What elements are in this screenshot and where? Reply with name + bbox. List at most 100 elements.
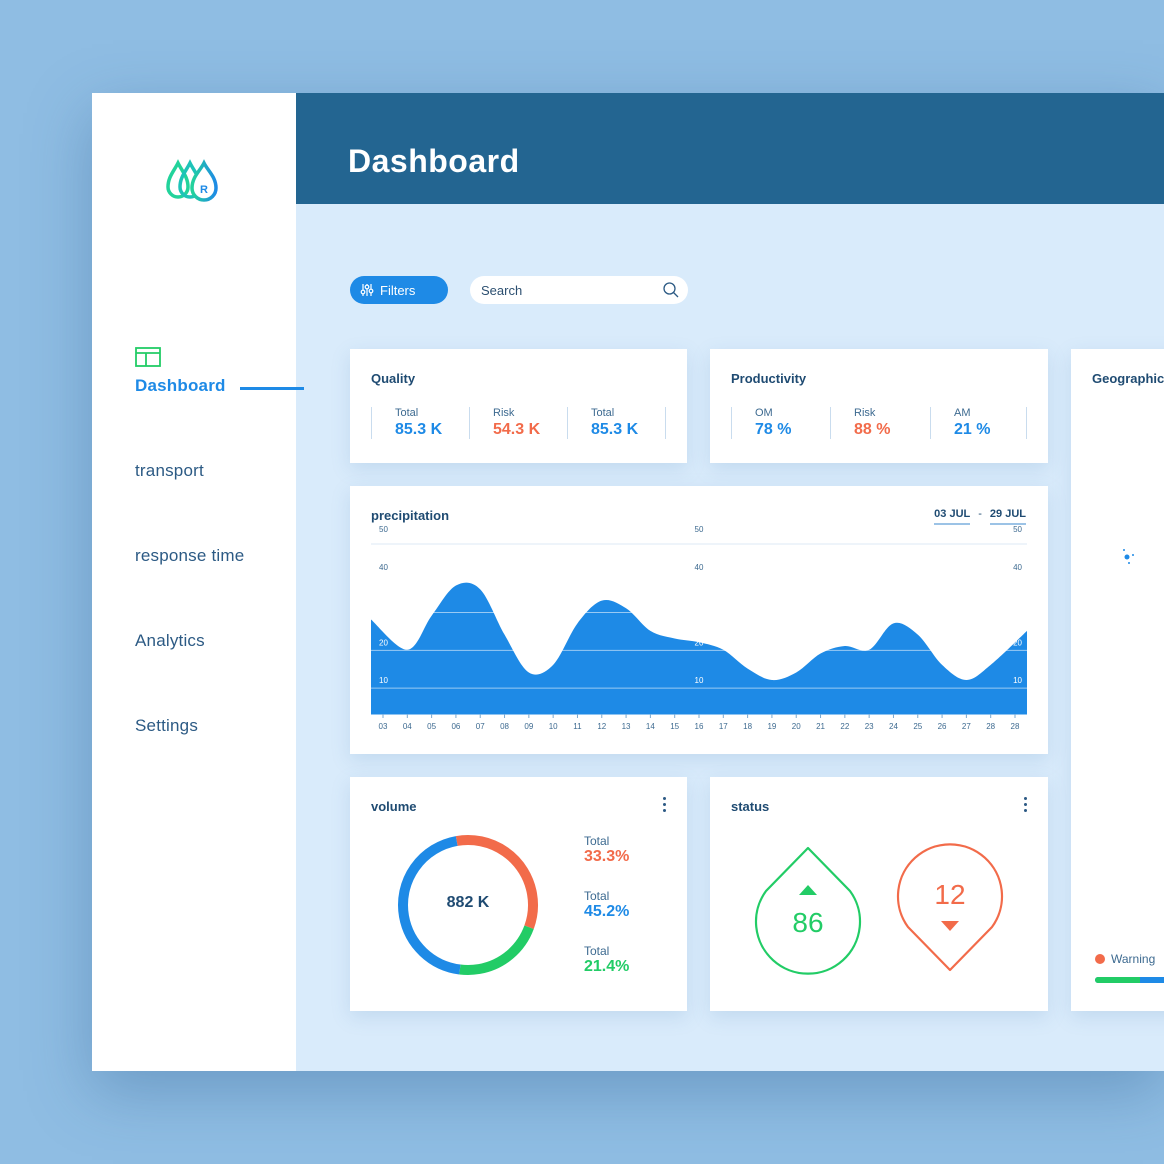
- status-down-value: 12: [934, 879, 965, 910]
- sliders-icon: [360, 284, 374, 296]
- sidebar: R Dashboard transport response time Anal…: [92, 93, 304, 1071]
- y-tick-label: 10: [1013, 676, 1022, 685]
- sidebar-item-settings[interactable]: Settings: [135, 716, 199, 735]
- sidebar-item-analytics[interactable]: Analytics: [135, 631, 205, 650]
- quality-stat-total: Total 85.3 K: [371, 407, 442, 439]
- precipitation-title: precipitation: [371, 508, 450, 523]
- date-separator: -: [978, 508, 982, 520]
- y-tick-label: 20: [1013, 638, 1022, 647]
- divider: [665, 407, 666, 439]
- x-tick-label: 26: [938, 722, 947, 731]
- productivity-stat-am: AM 21 %: [930, 407, 990, 439]
- search-box: [470, 276, 688, 304]
- y-tick-label: 10: [379, 676, 388, 685]
- volume-item-label: Total: [584, 834, 610, 848]
- dashboard-layout-icon: [135, 347, 161, 367]
- productivity-card: Productivity OM 78 % Risk 88 % AM 21 %: [710, 349, 1048, 463]
- x-tick-label: 11: [573, 722, 582, 731]
- date-from[interactable]: 03 JUL: [934, 508, 971, 525]
- volume-item: Total 33.3%: [584, 834, 629, 866]
- quality-stat-risk: Risk 54.3 K: [469, 407, 540, 439]
- status-down-drop: 12: [896, 843, 1004, 972]
- y-tick-label: 30: [1013, 601, 1022, 610]
- date-to[interactable]: 29 JUL: [989, 508, 1026, 525]
- arrow-up-icon: [799, 885, 817, 895]
- volume-item-value: 33.3%: [584, 848, 630, 865]
- filters-label: Filters: [380, 282, 416, 298]
- page-title: Dashboard: [348, 143, 520, 179]
- stat-value: 21 %: [954, 421, 991, 438]
- quality-card: Quality Total 85.3 K Risk 54.3 K Total 8…: [350, 349, 687, 463]
- x-tick-label: 03: [379, 722, 388, 731]
- legend-label: Warning: [1111, 952, 1156, 966]
- x-tick-label: 19: [767, 722, 776, 731]
- x-tick-label: 28: [986, 722, 995, 731]
- x-tick-label: 12: [597, 722, 606, 731]
- stat-label: OM: [755, 407, 773, 419]
- stat-value: 85.3 K: [591, 421, 639, 438]
- status-title: status: [731, 799, 770, 814]
- search-icon[interactable]: [662, 281, 680, 299]
- y-tick-label: 40: [1013, 563, 1022, 572]
- stat-value: 54.3 K: [493, 421, 541, 438]
- volume-item: Total 45.2%: [584, 889, 629, 921]
- status-up-value: 86: [792, 907, 823, 938]
- x-tick-label: 24: [889, 722, 898, 731]
- x-tick-label: 25: [913, 722, 922, 731]
- y-tick-label: 40: [379, 563, 388, 572]
- arrow-down-icon: [941, 921, 959, 931]
- x-tick-label: 05: [427, 722, 436, 731]
- x-tick-label: 20: [792, 722, 801, 731]
- x-tick-label: 10: [549, 722, 558, 731]
- productivity-stat-risk: Risk 88 %: [830, 407, 890, 439]
- x-tick-label: 16: [695, 722, 704, 731]
- x-tick-label: 08: [500, 722, 509, 731]
- app-window: R Dashboard transport response time Anal…: [92, 93, 1164, 1071]
- y-tick-label: 30: [695, 601, 704, 610]
- quality-title: Quality: [371, 371, 416, 386]
- sidebar-item-transport[interactable]: transport: [135, 461, 204, 480]
- logo-icon: R: [166, 159, 218, 202]
- sidebar-item-response-time[interactable]: response time: [135, 546, 245, 565]
- x-tick-label: 18: [743, 722, 752, 731]
- volume-item: Total 21.4%: [584, 944, 629, 976]
- stat-label: Total: [395, 407, 419, 419]
- geo-legend: Warning: [1095, 952, 1155, 966]
- stat-value: 88 %: [854, 421, 891, 438]
- precipitation-chart: 10 10 10 20 20 20 30 30 30 40 40 40 50 50 50 03 04 05 06 07…: [371, 525, 1027, 731]
- y-tick-label: 10: [695, 676, 704, 685]
- search-input[interactable]: [481, 282, 662, 298]
- y-tick-label: 40: [695, 563, 704, 572]
- geographic-card: Geographic Warning: [1071, 349, 1164, 1011]
- volume-item-label: Total: [584, 944, 610, 958]
- status-menu-icon[interactable]: [1024, 797, 1028, 815]
- volume-menu-icon[interactable]: [663, 797, 667, 815]
- legend-dot: [1095, 954, 1105, 964]
- volume-donut-chart: [398, 835, 538, 975]
- filters-button[interactable]: Filters: [350, 276, 448, 304]
- precipitation-area: [371, 582, 1027, 714]
- x-tick-label: 21: [816, 722, 825, 731]
- volume-item-value: 45.2%: [584, 903, 630, 920]
- geo-progress-bar: [1095, 977, 1164, 983]
- divider: [1026, 407, 1027, 439]
- x-tick-label: 27: [962, 722, 971, 731]
- stat-label: Total: [591, 407, 615, 419]
- x-tick-label: 23: [865, 722, 874, 731]
- donut-segment: [398, 835, 538, 975]
- date-range-picker: 03 JUL - 29 JUL: [934, 508, 1026, 525]
- y-tick-label: 20: [379, 638, 388, 647]
- sidebar-item-dashboard[interactable]: Dashboard: [135, 376, 226, 395]
- x-tick-label: 28: [1011, 722, 1020, 731]
- productivity-stat-om: OM 78 %: [731, 407, 791, 439]
- header-bar: Dashboard: [296, 93, 1164, 204]
- precipitation-card: precipitation 03 JUL - 29 JUL 10 10 10 20 20…: [350, 486, 1048, 754]
- x-tick-label: 15: [670, 722, 679, 731]
- drop-shape-down: [896, 843, 1004, 972]
- y-tick-label: 50: [379, 525, 388, 534]
- active-indicator: [240, 387, 304, 390]
- donut-segment: [398, 835, 538, 975]
- stat-label: Risk: [854, 407, 876, 419]
- x-tick-label: 13: [622, 722, 631, 731]
- x-tick-label: 17: [719, 722, 728, 731]
